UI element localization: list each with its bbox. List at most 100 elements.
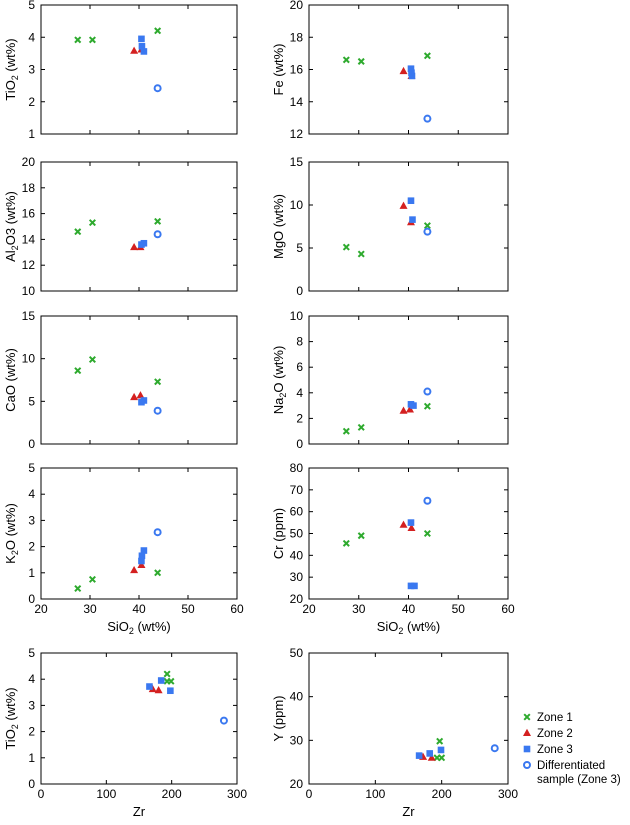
y-tick-label: 4 bbox=[28, 487, 35, 501]
zone3-point bbox=[140, 397, 148, 404]
zone1-point bbox=[74, 585, 82, 593]
zone3-point bbox=[426, 750, 434, 757]
zone1-point bbox=[357, 250, 365, 258]
y-tick-label: 1 bbox=[28, 127, 35, 141]
zone2-point bbox=[399, 66, 408, 75]
y-tick-label: 60 bbox=[290, 505, 304, 519]
zone1-point bbox=[163, 670, 171, 678]
differentiated-sample-point bbox=[423, 496, 432, 505]
y-tick-label: 14 bbox=[22, 232, 36, 246]
zone3-point bbox=[408, 72, 416, 80]
zone3-point bbox=[140, 239, 148, 247]
y-tick-label: 2 bbox=[296, 411, 303, 425]
differentiated-sample-point bbox=[423, 387, 432, 396]
y-tick-label: 3 bbox=[28, 698, 35, 712]
zone1-point bbox=[74, 228, 82, 236]
differentiated-sample-point bbox=[523, 761, 531, 769]
scatter-panel: 20 30 40 50 60 0 1 2 3 4 5 K2O (wt%) SiO2 (wt%) bbox=[3, 461, 244, 636]
zone3-point bbox=[146, 683, 153, 690]
y-tick-label: 8 bbox=[296, 335, 303, 349]
x-tick-label: 0 bbox=[306, 787, 313, 801]
y-axis-label: Fe (wt%) bbox=[271, 44, 286, 96]
zone1-point bbox=[154, 217, 162, 225]
scatter-panel: 12 14 16 18 20 Fe (wt%) bbox=[271, 0, 509, 141]
x-axis-label: SiO2 (wt%) bbox=[107, 619, 171, 636]
y-tick-label: 4 bbox=[28, 672, 35, 686]
y-tick-label: 40 bbox=[290, 548, 304, 562]
scatter-panel: 20 30 40 50 60 20 30 40 50 60 70 80 Cr (ppm) SiO2 (wt… bbox=[271, 461, 515, 636]
zone3-point bbox=[138, 557, 145, 565]
legend-label: sample (Zone 3) bbox=[537, 774, 621, 786]
y-tick-label: 10 bbox=[290, 309, 304, 323]
zone3-point bbox=[415, 752, 423, 759]
y-axis-label: Y (ppm) bbox=[271, 696, 286, 742]
y-axis-label: Al2O3 (wt%) bbox=[3, 191, 20, 262]
zone3-point bbox=[410, 402, 417, 409]
scatter-panel: 0 5 10 15 CaO (wt%) bbox=[3, 309, 238, 451]
y-axis-label: CaO (wt%) bbox=[3, 348, 18, 412]
y-tick-label: 5 bbox=[28, 461, 35, 475]
y-tick-label: 15 bbox=[22, 309, 36, 323]
y-tick-label: 2 bbox=[28, 95, 35, 109]
y-tick-label: 2 bbox=[28, 540, 35, 554]
differentiated-sample-point bbox=[490, 744, 499, 753]
x-tick-label: 300 bbox=[498, 787, 518, 801]
zone3-point bbox=[138, 35, 145, 43]
zone1-point bbox=[438, 754, 446, 762]
x-tick-label: 30 bbox=[83, 602, 97, 616]
zone1-point bbox=[423, 52, 431, 60]
zone3-point bbox=[140, 48, 148, 55]
y-axis-label: TiO2 (wt%) bbox=[3, 38, 20, 100]
y-tick-label: 50 bbox=[290, 527, 304, 541]
zone1-point bbox=[342, 539, 350, 547]
zone1-point bbox=[88, 575, 96, 583]
y-tick-label: 20 bbox=[290, 777, 304, 791]
zone3-point bbox=[138, 42, 146, 50]
y-tick-label: 40 bbox=[290, 690, 304, 704]
x-tick-label: 0 bbox=[38, 787, 45, 801]
zone2-point bbox=[399, 406, 408, 414]
y-tick-label: 5 bbox=[28, 646, 35, 660]
zone1-point bbox=[423, 402, 431, 410]
plot-frame bbox=[308, 315, 509, 445]
y-tick-label: 0 bbox=[28, 777, 35, 791]
zone2-point bbox=[427, 753, 436, 761]
x-tick-label: 200 bbox=[432, 787, 452, 801]
differentiated-sample-point bbox=[423, 227, 432, 236]
x-tick-label: 300 bbox=[227, 787, 247, 801]
y-tick-label: 5 bbox=[296, 241, 303, 255]
y-tick-label: 15 bbox=[290, 155, 304, 169]
scatter-panel: 10 12 14 16 18 20 Al2O3 (wt%) bbox=[3, 155, 238, 298]
zone2-point bbox=[523, 728, 531, 736]
zone2-point bbox=[405, 405, 414, 413]
plot-frame bbox=[308, 161, 509, 292]
zone1-point bbox=[342, 243, 350, 251]
x-tick-label: 100 bbox=[365, 787, 385, 801]
zone1-point bbox=[423, 222, 431, 230]
zone2-point bbox=[399, 201, 408, 209]
x-tick-label: 50 bbox=[452, 602, 466, 616]
y-tick-label: 6 bbox=[296, 360, 303, 374]
y-tick-label: 5 bbox=[28, 394, 35, 408]
differentiated-sample-point bbox=[153, 230, 162, 239]
legend-label: Zone 2 bbox=[537, 728, 573, 740]
zone3-point bbox=[409, 216, 416, 223]
plot-frame bbox=[308, 467, 509, 600]
zone2-point bbox=[130, 242, 139, 251]
legend: Zone 1 Zone 2 Zone 3 Differentiated sample (… bbox=[523, 712, 621, 786]
scatter-panel: 0 2 4 6 8 10 Na2O (wt%) bbox=[271, 309, 509, 451]
x-tick-label: 30 bbox=[352, 602, 366, 616]
x-axis-label: Zr bbox=[402, 804, 415, 819]
zone3-point bbox=[411, 582, 418, 590]
y-tick-label: 4 bbox=[28, 30, 35, 44]
y-tick-label: 16 bbox=[290, 63, 304, 77]
x-tick-label: 40 bbox=[402, 602, 416, 616]
zone1-point bbox=[342, 427, 350, 435]
differentiated-sample-point bbox=[423, 114, 432, 123]
x-tick-label: 20 bbox=[34, 602, 48, 616]
zone2-point bbox=[130, 565, 139, 574]
y-axis-label: K2O (wt%) bbox=[3, 503, 20, 564]
x-axis-label: SiO2 (wt%) bbox=[377, 619, 441, 636]
scatter-panel: 0 100 200 300 0 1 2 3 4 5 TiO2 (wt%) Zr bbox=[3, 646, 247, 819]
x-tick-label: 60 bbox=[230, 602, 244, 616]
